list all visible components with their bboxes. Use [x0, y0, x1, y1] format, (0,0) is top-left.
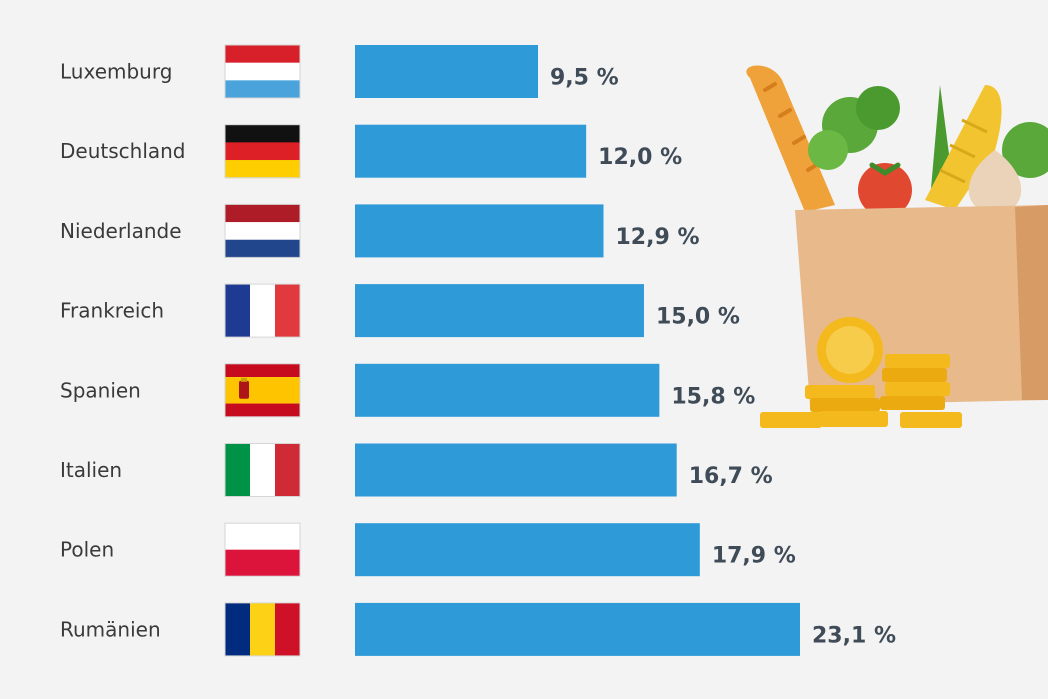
value-label: 23,1 %	[812, 623, 896, 648]
value-label: 9,5 %	[550, 66, 619, 91]
italy-flag-icon	[224, 443, 301, 497]
bar-deutschland	[355, 124, 587, 178]
chart-rows: Luxemburg 9,5 % Deutschland 12,0 % Niederlan…	[60, 44, 896, 657]
value-label: 15,0 %	[656, 305, 740, 330]
category-label: Spanien	[60, 378, 141, 402]
chart-row: Polen 17,9 %	[60, 522, 796, 577]
netherlands-flag-icon	[224, 203, 301, 258]
france-flag-icon	[224, 283, 301, 338]
value-label: 16,7 %	[689, 464, 773, 489]
category-label: Rumänien	[60, 617, 161, 641]
category-label: Frankreich	[60, 299, 164, 323]
germany-flag-icon	[224, 124, 301, 179]
value-label: 17,9 %	[712, 544, 796, 569]
chart-row: Italien 16,7 %	[60, 443, 773, 497]
chart-row: Rumänien 23,1 %	[60, 602, 896, 657]
chart-row: Spanien 15,8 %	[60, 363, 755, 418]
bar-niederlande	[355, 204, 604, 258]
category-label: Niederlande	[60, 219, 182, 243]
bar-rumänien	[355, 602, 800, 656]
grocery-bag-with-coins-icon	[746, 65, 1048, 428]
bar-frankreich	[355, 284, 644, 338]
luxembourg-flag-icon	[224, 44, 301, 99]
category-label: Italien	[60, 458, 122, 482]
bar-luxemburg	[355, 45, 539, 98]
category-label: Luxemburg	[60, 60, 172, 84]
spain-flag-icon	[224, 363, 301, 418]
bar-italien	[355, 443, 677, 497]
romania-flag-icon	[224, 602, 301, 657]
bar-polen	[355, 523, 700, 577]
value-label: 15,8 %	[671, 384, 755, 409]
value-label: 12,9 %	[616, 225, 700, 250]
poland-flag-icon	[224, 522, 301, 577]
chart-row: Frankreich 15,0 %	[60, 283, 740, 338]
chart-row: Niederlande 12,9 %	[60, 203, 700, 258]
category-label: Polen	[60, 538, 114, 562]
category-label: Deutschland	[60, 139, 186, 163]
value-label: 12,0 %	[598, 145, 682, 170]
chart-row: Deutschland 12,0 %	[60, 124, 682, 179]
chart-row: Luxemburg 9,5 %	[60, 44, 619, 99]
bar-spanien	[355, 363, 660, 417]
